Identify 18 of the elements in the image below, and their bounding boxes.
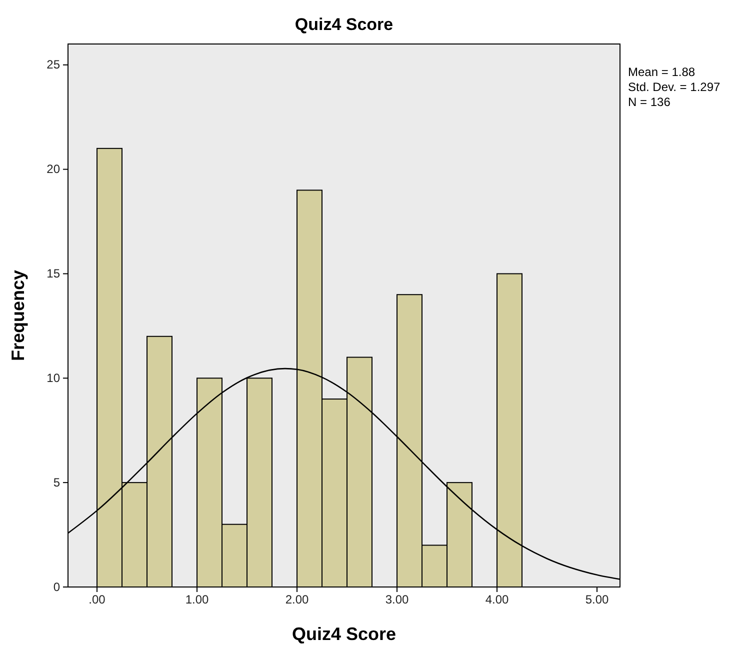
y-tick-label: 15	[46, 266, 60, 281]
chart-title: Quiz4 Score	[294, 15, 394, 34]
x-tick-label: 2.00	[285, 592, 309, 607]
y-tick-label: 10	[46, 370, 60, 385]
y-tick-label: 25	[46, 58, 60, 72]
x-tick-label: 4.00	[485, 592, 509, 607]
y-axis-title: Frequency	[8, 270, 28, 362]
x-tick-label: 1.00	[185, 592, 209, 607]
y-tick-label: 20	[46, 162, 60, 176]
text: N = 136	[628, 95, 671, 109]
text: Std. Dev. = 1.297	[628, 80, 720, 94]
y-tick-label: 0	[53, 580, 60, 594]
text: Mean = 1.88	[628, 65, 696, 79]
x-tick-label: 5.00	[585, 592, 609, 607]
x-axis-title: Quiz4 Score	[292, 624, 396, 644]
x-tick-label: .00	[88, 592, 106, 607]
y-tick-label: 5	[53, 475, 60, 490]
x-tick-label: 3.00	[385, 592, 409, 607]
